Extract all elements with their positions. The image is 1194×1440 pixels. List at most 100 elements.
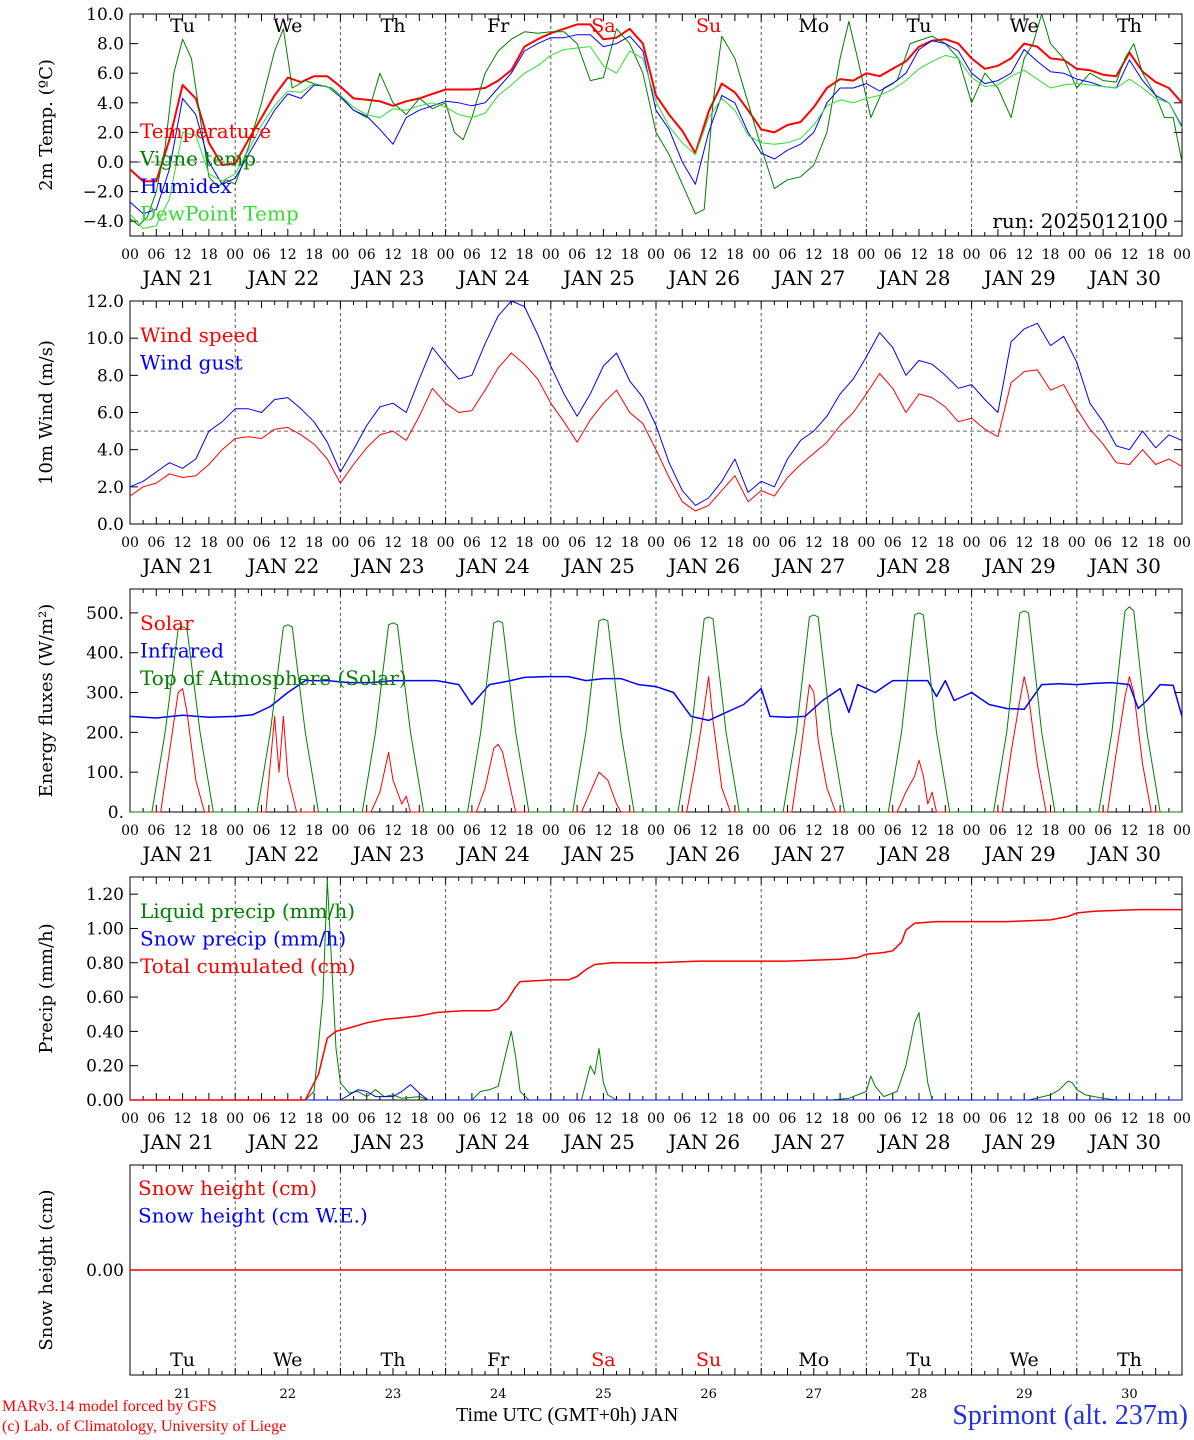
hour-tick-label: 12 (910, 535, 928, 551)
hour-tick-label: 18 (1147, 535, 1165, 551)
date-label: JAN 21 (140, 266, 214, 290)
day-of-week-label: Sa (591, 1349, 615, 1371)
hour-tick-label: 12 (594, 823, 612, 839)
hour-tick-label: 18 (200, 823, 218, 839)
date-label: JAN 23 (351, 842, 425, 866)
legend-entry: DewPoint Temp (140, 202, 299, 226)
date-label: JAN 22 (246, 842, 320, 866)
hour-tick-label: 06 (884, 823, 902, 839)
hour-tick-label: 12 (174, 535, 192, 551)
legend-entry: Temperature (140, 119, 271, 143)
y-tick-label: 12.0 (86, 292, 124, 312)
hour-tick-label: 18 (1042, 823, 1060, 839)
y-tick-label: −2.0 (83, 183, 124, 203)
legend-entry: Snow height (cm W.E.) (138, 1204, 368, 1228)
hour-tick-label: 00 (331, 823, 349, 839)
hour-tick-label: 00 (752, 823, 770, 839)
date-label: JAN 24 (456, 1130, 530, 1154)
hour-tick-label: 00 (437, 247, 455, 263)
day-number-label: 23 (385, 1387, 402, 1402)
hour-tick-label: 18 (726, 535, 744, 551)
hour-tick-label: 06 (779, 1111, 797, 1127)
hour-tick-label: 12 (805, 823, 823, 839)
y-tick-label: 0.0 (97, 153, 124, 173)
date-label: JAN 22 (246, 554, 320, 578)
hour-tick-label: 06 (147, 1111, 165, 1127)
legend-entry: Humidex (140, 174, 232, 198)
hour-tick-label: 12 (489, 1111, 507, 1127)
hour-tick-label: 06 (989, 247, 1007, 263)
date-label: JAN 21 (140, 1130, 214, 1154)
hour-tick-label: 12 (1120, 535, 1138, 551)
hour-tick-label: 12 (279, 535, 297, 551)
legend-entry: Wind speed (140, 323, 258, 347)
hour-tick-label: 18 (410, 535, 428, 551)
day-of-week-label: Tu (907, 1349, 932, 1371)
y-tick-label: 4.0 (97, 441, 124, 461)
legend-entry: Top of Atmosphere (Solar) (140, 666, 407, 690)
hour-tick-label: 18 (831, 823, 849, 839)
hour-tick-label: 12 (910, 247, 928, 263)
run-label: run: 2025012100 (992, 209, 1168, 233)
series-line-0-2 (129, 34, 1183, 215)
hour-tick-label: 06 (884, 1111, 902, 1127)
hour-tick-label: 00 (1173, 1111, 1191, 1127)
hour-tick-label: 06 (1094, 823, 1112, 839)
y-tick-label: 2.0 (97, 478, 124, 498)
date-label: JAN 25 (561, 1130, 635, 1154)
hour-tick-label: 00 (647, 1111, 665, 1127)
legend-entry: Total cumulated (cm) (140, 954, 356, 978)
y-tick-label: 0.60 (86, 988, 124, 1008)
legend-entry: Solar (140, 611, 194, 635)
date-label: JAN 30 (1087, 842, 1161, 866)
y-axis-label: 10m Wind (m/s) (36, 340, 57, 485)
hour-tick-label: 18 (305, 1111, 323, 1127)
xaxis-title: Time UTC (GMT+0h) JAN (456, 1404, 679, 1426)
y-axis-label: Precip (mm/h) (36, 923, 57, 1053)
hour-tick-label: 18 (410, 1111, 428, 1127)
hour-tick-label: 12 (805, 247, 823, 263)
hour-tick-label: 06 (358, 1111, 376, 1127)
hour-tick-label: 00 (226, 535, 244, 551)
hour-tick-label: 00 (1068, 247, 1086, 263)
day-of-week-label: Fr (487, 15, 510, 37)
date-label: JAN 22 (246, 1130, 320, 1154)
hour-tick-label: 06 (463, 1111, 481, 1127)
hour-tick-label: 00 (226, 1111, 244, 1127)
y-tick-label: 0.00 (86, 1091, 124, 1111)
y-tick-label: 0. (108, 803, 124, 823)
hour-tick-label: 12 (279, 247, 297, 263)
y-tick-label: 0.20 (86, 1057, 124, 1077)
hour-tick-label: 12 (489, 535, 507, 551)
hour-tick-label: 12 (594, 535, 612, 551)
y-axis-label: 2m Temp. (ºC) (36, 59, 57, 191)
date-label: JAN 21 (140, 842, 214, 866)
date-label: JAN 25 (561, 554, 635, 578)
legend-entry: Snow precip (mm/h) (140, 927, 346, 951)
credit-line-1: MARv3.14 model forced by GFS (2, 1398, 217, 1415)
panel-frame (129, 300, 1183, 525)
hour-tick-label: 00 (857, 535, 875, 551)
day-of-week-label: Tu (907, 15, 932, 37)
day-of-week-label: Mo (798, 15, 829, 37)
date-label: JAN 26 (666, 1130, 740, 1154)
hour-tick-label: 00 (121, 823, 139, 839)
hour-tick-label: 06 (884, 535, 902, 551)
hour-tick-label: 00 (963, 823, 981, 839)
hour-tick-label: 12 (594, 1111, 612, 1127)
hour-tick-label: 00 (647, 247, 665, 263)
hour-tick-label: 00 (1173, 823, 1191, 839)
hour-tick-label: 00 (542, 247, 560, 263)
y-tick-label: 6.0 (97, 64, 124, 84)
series-line-2-2 (130, 606, 1182, 813)
hour-tick-label: 00 (437, 535, 455, 551)
hour-tick-label: 00 (542, 1111, 560, 1127)
date-label: JAN 23 (351, 554, 425, 578)
hour-tick-label: 12 (910, 1111, 928, 1127)
hour-tick-label: 00 (752, 247, 770, 263)
series-line-3-1 (130, 1084, 1182, 1101)
date-label: JAN 28 (877, 842, 951, 866)
hour-tick-label: 12 (700, 535, 718, 551)
hour-tick-label: 18 (200, 1111, 218, 1127)
